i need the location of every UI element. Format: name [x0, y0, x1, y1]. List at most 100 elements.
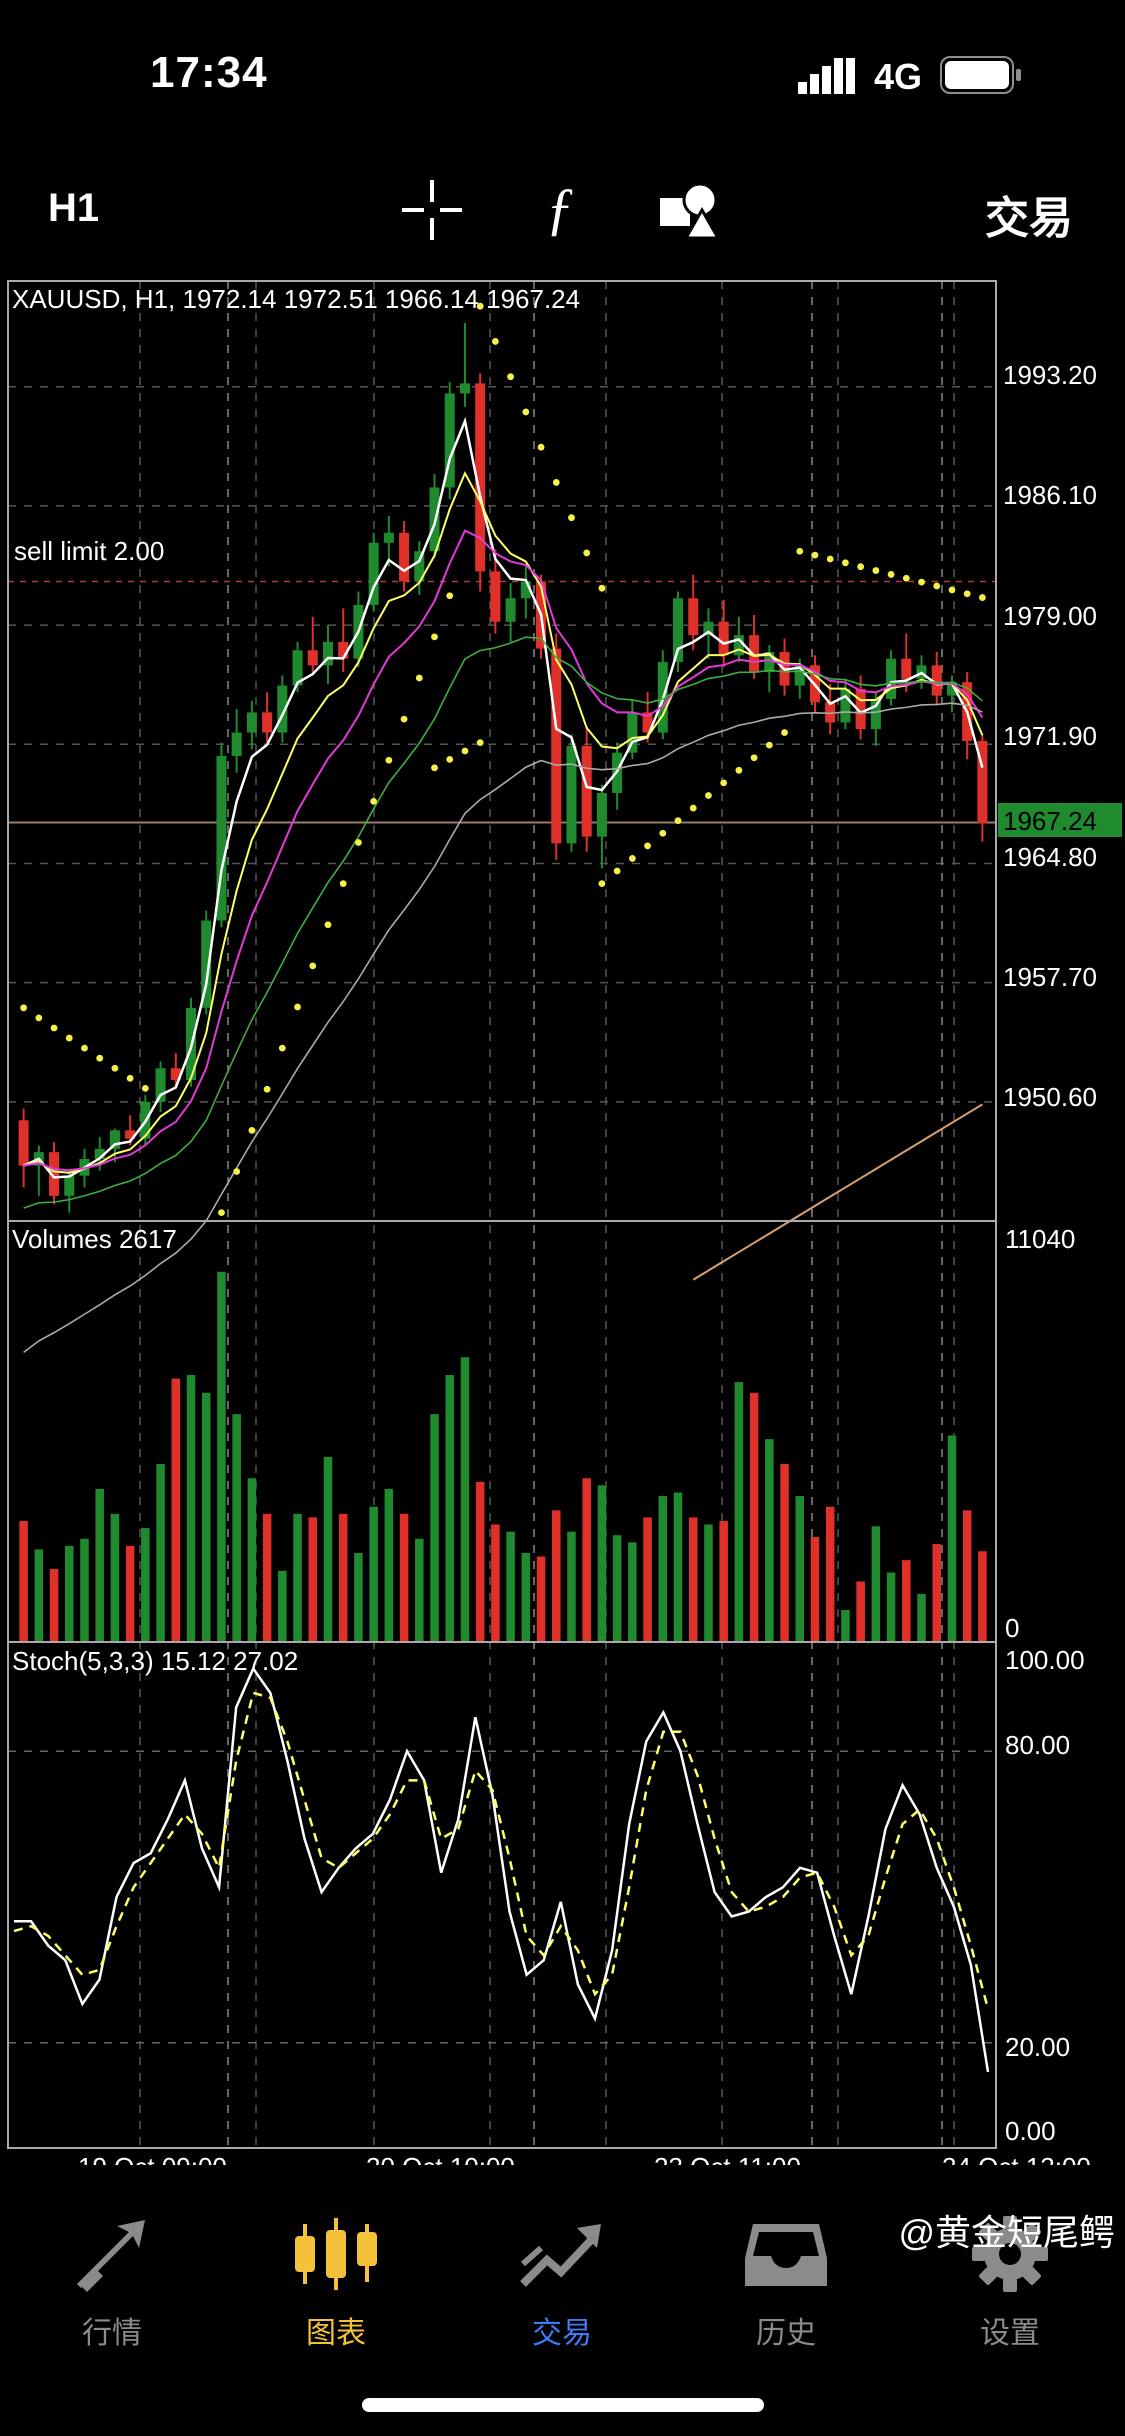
candle-body — [18, 1120, 29, 1166]
candle-body — [825, 702, 836, 723]
volume-bar — [704, 1524, 713, 1642]
volume-bar — [475, 1481, 485, 1642]
volume-bar — [628, 1542, 637, 1642]
psar-dot — [355, 839, 362, 846]
candle-body — [581, 745, 592, 837]
volume-bar — [902, 1560, 911, 1642]
price-chart[interactable]: XAUUSD, H1, 1972.14 1972.51 1966.14 1967… — [0, 275, 1125, 2165]
bottom-tab-bar: 行情 图表 交易 历史 — [0, 2190, 1125, 2436]
candle-body — [733, 635, 744, 656]
volume-bar — [141, 1528, 150, 1642]
candle-body — [931, 665, 942, 696]
tab-settings[interactable]: 设置 — [910, 2214, 1110, 2364]
psar-dot — [50, 1024, 58, 1032]
volume-bar — [536, 1556, 546, 1642]
psar-dot — [309, 962, 317, 970]
volume-bar — [978, 1551, 987, 1642]
volume-bar — [612, 1535, 622, 1642]
volume-bar — [673, 1492, 683, 1642]
volume-bar — [323, 1456, 333, 1642]
volume-bar — [308, 1517, 318, 1642]
volume-tick: 0 — [1005, 1613, 1019, 1643]
psar-dot — [872, 567, 880, 574]
psar-dot — [644, 842, 651, 850]
tab-trade[interactable]: 交易 — [462, 2214, 662, 2364]
pane-borders — [7, 280, 997, 2149]
candle-body — [551, 648, 562, 844]
timeframe-button[interactable]: H1 — [48, 186, 100, 230]
psar-dot — [126, 1074, 134, 1082]
candle-body — [490, 571, 501, 622]
candle-body — [64, 1175, 75, 1196]
psar-dot — [324, 921, 332, 929]
time-tick: 24 Oct 12:00 — [942, 2152, 1091, 2165]
psar-dot — [431, 633, 438, 641]
candle-body — [246, 712, 257, 733]
tab-history[interactable]: 历史 — [686, 2214, 886, 2364]
stochastic-lines — [13, 1666, 990, 2073]
psar-dot — [720, 779, 728, 787]
time-axis: 19 Oct 09:00 20 Oct 10:00 23 Oct 11:00 2… — [78, 2152, 1091, 2165]
volume-tick: 11040 — [1005, 1224, 1075, 1254]
candle-body — [749, 635, 760, 673]
volume-bar — [917, 1593, 926, 1642]
psar-dot — [233, 1168, 241, 1175]
history-inbox-icon — [745, 2224, 827, 2286]
current-price-tag: 1967.24 — [998, 803, 1122, 837]
candle-body — [399, 532, 410, 582]
candlestick-chart-icon — [295, 2218, 377, 2290]
price-tick: 1964.80 — [1003, 842, 1097, 872]
volume-bars — [19, 1271, 987, 1642]
quotes-arrows-icon — [77, 2220, 145, 2292]
home-indicator[interactable] — [362, 2398, 764, 2412]
volume-bar — [217, 1271, 226, 1642]
psar-dot — [705, 792, 712, 799]
chart-header: XAUUSD, H1, 1972.14 1972.51 1966.14 1967… — [12, 284, 580, 314]
volume-bar — [886, 1572, 896, 1642]
volume-bar — [658, 1496, 668, 1642]
candle-body — [307, 650, 318, 666]
shapes-icon[interactable] — [656, 178, 720, 242]
volume-bar — [749, 1392, 759, 1642]
candle-body — [231, 732, 242, 757]
candle-body — [520, 581, 531, 599]
candle-body — [322, 641, 334, 666]
stoch-pane-label: Stoch(5,3,3) 15.12 27.02 — [12, 1646, 298, 1676]
network-type: 4G — [874, 56, 923, 97]
tab-quotes[interactable]: 行情 — [12, 2214, 212, 2364]
function-icon[interactable]: ƒ — [528, 178, 592, 242]
volume-bar — [734, 1382, 744, 1642]
psar-dot — [476, 302, 484, 310]
psar-dot — [278, 1044, 286, 1052]
volume-bar — [825, 1506, 835, 1642]
psar-dot — [826, 555, 834, 563]
battery-icon — [940, 56, 1021, 94]
status-bar: 17:34 4G — [0, 0, 1125, 150]
crosshair-icon[interactable] — [400, 178, 464, 242]
parabolic-sar-dots — [20, 302, 986, 1217]
volume-bar — [871, 1526, 881, 1642]
volume-bar — [125, 1545, 135, 1642]
trade-button[interactable]: 交易 — [985, 194, 1073, 243]
volume-bar — [962, 1510, 972, 1642]
candle-body — [475, 383, 486, 572]
psar-dot — [659, 829, 667, 837]
tab-chart[interactable]: 图表 — [236, 2214, 436, 2364]
psar-dot — [111, 1064, 119, 1072]
tab-label: 设置 — [980, 2317, 1040, 2350]
volume-bar — [947, 1435, 957, 1642]
psar-dot — [339, 880, 347, 888]
candle-body — [596, 792, 607, 837]
candle-body — [703, 621, 714, 636]
candle-body — [444, 393, 455, 488]
volume-bar — [445, 1375, 454, 1642]
ma-longest-line — [692, 1103, 983, 1281]
candle-body — [94, 1148, 105, 1159]
volume-bar — [643, 1517, 652, 1642]
candle-body — [292, 650, 303, 686]
psar-dot — [568, 514, 575, 522]
time-tick: 23 Oct 11:00 — [654, 2152, 801, 2165]
volume-bar — [506, 1531, 515, 1642]
price-tick: 1986.10 — [1003, 480, 1097, 510]
volume-bar — [49, 1569, 59, 1642]
